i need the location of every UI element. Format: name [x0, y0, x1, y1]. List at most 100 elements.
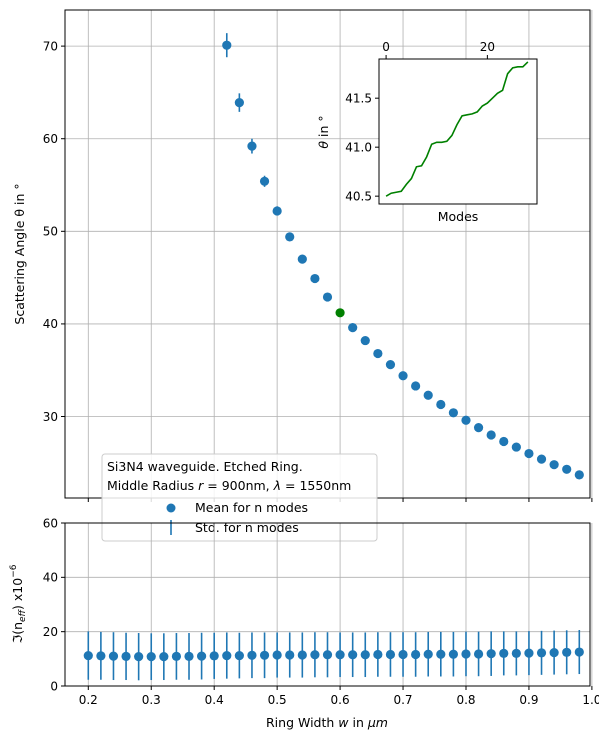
- mean-point: [562, 464, 572, 474]
- mean-point: [461, 415, 471, 425]
- inset-series-line: [385, 61, 529, 197]
- inset-x-tick-label: 0: [382, 40, 390, 54]
- bottom-y-axis-label: ℑ(neff) x10−6: [9, 564, 28, 643]
- mean-point: [272, 206, 282, 216]
- main-y-tick-label: 40: [43, 317, 58, 331]
- bottom-x-tick-label: 1.0: [582, 693, 599, 707]
- imag-point: [234, 650, 244, 661]
- bottom-y-tick-label: 0: [50, 679, 58, 693]
- mean-point: [524, 448, 534, 459]
- mean-point: [360, 335, 370, 346]
- mean-point: [473, 423, 484, 433]
- main-y-ticks: 30 40 50 60 70: [43, 39, 65, 424]
- legend-label-mean: Mean for n modes: [195, 500, 308, 515]
- legend-label-std: Std. for n modes: [195, 520, 299, 535]
- imag-point: [146, 652, 156, 662]
- imag-point: [134, 652, 144, 662]
- main-y-tick-label: 30: [43, 410, 58, 424]
- imag-point: [108, 651, 119, 661]
- mean-point: [423, 390, 433, 400]
- imag-point: [209, 651, 219, 661]
- imag-point: [486, 649, 496, 659]
- mean-point: [574, 470, 584, 480]
- main-y-tick-label: 70: [43, 39, 58, 53]
- bottom-x-tick-label: 0.4: [205, 693, 224, 707]
- inset-x-tick-label: 20: [480, 40, 495, 54]
- imag-point: [360, 650, 370, 660]
- mean-point: [486, 430, 496, 440]
- imag-point: [159, 652, 169, 662]
- bottom-frame: [64, 522, 591, 687]
- inset-y-tick-label: 41.5: [345, 91, 372, 105]
- bottom-y-tick-label: 40: [43, 571, 58, 585]
- imag-point: [96, 651, 106, 661]
- inset-y-axis-label: θ in °: [316, 115, 331, 148]
- mean-point: [259, 176, 270, 186]
- mean-point: [234, 97, 244, 108]
- imag-point: [259, 650, 270, 660]
- mean-point: [322, 292, 333, 302]
- main-y-tick-label: 60: [43, 132, 58, 146]
- main-points: [222, 40, 584, 480]
- imag-point: [171, 651, 182, 661]
- imag-point: [197, 651, 207, 661]
- bottom-y-ticks: 0 20 40 60: [43, 516, 65, 693]
- legend-marker-mean: [166, 503, 176, 513]
- bottom-x-tick-label: 0.9: [519, 693, 538, 707]
- mean-point: [436, 399, 446, 410]
- mean-point: [411, 381, 421, 391]
- imag-point: [272, 650, 282, 660]
- imag-point: [448, 649, 458, 659]
- mean-point: [385, 360, 396, 370]
- imag-point: [373, 649, 383, 660]
- legend-box: [101, 453, 378, 542]
- mean-point: [448, 408, 458, 418]
- mean-point: [348, 323, 358, 333]
- imag-point: [121, 651, 131, 661]
- inset-frame: [378, 58, 538, 205]
- mean-point: [398, 371, 408, 381]
- mean-point: [511, 442, 521, 452]
- bottom-x-tick-label: 0.7: [393, 693, 412, 707]
- mean-point: [247, 141, 257, 151]
- bottom-chart: 0.2 0.3 0.4 0.5 0.6 0.7 0.8 0.9 1.0 0 20 40 60 Ring…: [9, 516, 599, 730]
- mean-point: [373, 348, 383, 359]
- imag-point: [310, 650, 320, 660]
- imag-point: [285, 650, 295, 660]
- imag-point: [436, 649, 446, 659]
- inset-y-ticks: 40.5 41.0 41.5: [345, 91, 379, 203]
- imag-point: [549, 647, 559, 658]
- imag-point: [574, 647, 584, 657]
- imag-point: [385, 649, 396, 660]
- imag-point: [423, 649, 433, 659]
- legend: Si3N4 waveguide. Etched Ring. Middle Rad…: [101, 453, 378, 542]
- legend-title-line-1: Si3N4 waveguide. Etched Ring.: [107, 459, 303, 474]
- mean-point: [310, 273, 320, 284]
- bottom-x-tick-label: 0.5: [268, 693, 287, 707]
- mean-point: [222, 40, 232, 50]
- bottom-grid: [65, 522, 593, 687]
- bottom-x-tick-label: 0.3: [142, 693, 161, 707]
- mean-point: [549, 460, 559, 470]
- inset-background: [379, 59, 537, 204]
- imag-point: [499, 648, 509, 659]
- imag-point: [297, 650, 307, 660]
- imag-point: [461, 649, 471, 659]
- bottom-x-tick-label: 0.8: [456, 693, 475, 707]
- highlighted-mean-point: [335, 308, 345, 318]
- bottom-y-tick-label: 20: [43, 625, 58, 639]
- mean-point: [536, 454, 547, 464]
- inset-y-tick-label: 40.5: [345, 189, 372, 203]
- imag-point: [473, 649, 484, 659]
- imag-point: [184, 651, 194, 661]
- bottom-x-ticks: 0.2 0.3 0.4 0.5 0.6 0.7 0.8 0.9 1.0: [79, 686, 599, 707]
- mean-point: [297, 254, 307, 264]
- inset-y-tick-label: 41.0: [345, 140, 372, 154]
- imag-point: [536, 648, 547, 658]
- imag-point: [222, 650, 232, 661]
- mean-point: [499, 436, 509, 447]
- inset-chart: 0 20 40.5 41.0 41.5 Modes θ in °: [316, 40, 538, 224]
- legend-title-line-2: Middle Radius r = 900nm, λ = 1550nm: [107, 478, 351, 493]
- imag-point: [524, 648, 534, 658]
